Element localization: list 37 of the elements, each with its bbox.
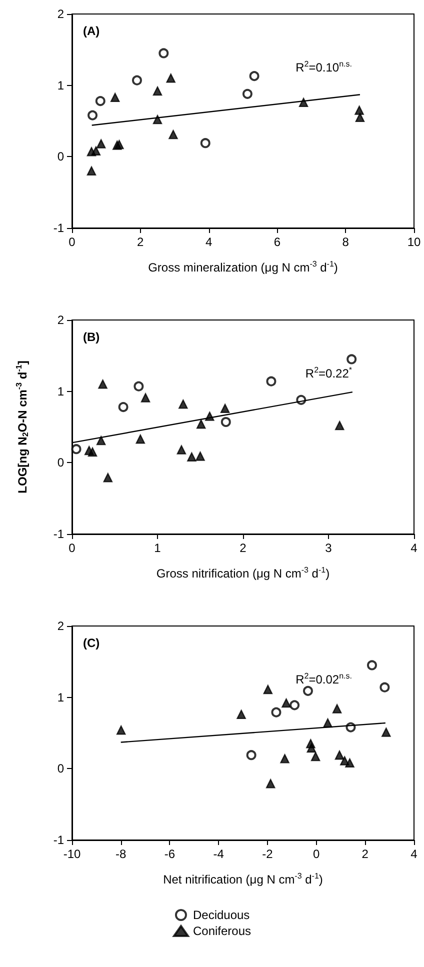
y-tick-label: 1 [57, 690, 64, 704]
x-tick-label: 4 [410, 847, 418, 861]
x-tick-label: 0 [68, 235, 76, 249]
y-tick-label: -1 [53, 221, 64, 235]
x-tick-label: 4 [205, 235, 212, 249]
text: (C) [83, 636, 100, 650]
legend-label: Deciduous [192, 908, 250, 922]
legend-label: Coniferous [192, 924, 252, 938]
x-tick-label: 1 [154, 541, 162, 555]
x-tick-label: 4 [410, 541, 418, 555]
y-tick-label: 1 [57, 384, 64, 398]
x-tick-label: -2 [262, 847, 274, 861]
x-tick-label: 8 [342, 235, 350, 249]
x-tick-label: 2 [240, 541, 247, 555]
x-tick-label: 0 [68, 541, 76, 555]
y-tick-label: -1 [53, 527, 64, 541]
x-tick-label: 3 [325, 541, 332, 555]
y-tick-label: 0 [57, 456, 64, 470]
x-tick-label: -10 [63, 847, 81, 861]
x-tick-label: -8 [116, 847, 127, 861]
x-tick-label: -6 [164, 847, 176, 861]
x-tick-label: 2 [137, 235, 144, 249]
text: (B) [83, 330, 100, 344]
y-tick-label: 2 [57, 7, 64, 21]
x-tick-label: 6 [274, 235, 281, 249]
x-tick-label: 10 [407, 235, 421, 249]
x-tick-label: 0 [312, 847, 320, 861]
y-tick-label: 1 [57, 78, 64, 92]
x-tick-label: 2 [362, 847, 369, 861]
y-tick-label: 0 [57, 150, 64, 164]
y-tick-label: 2 [57, 313, 64, 327]
y-axis-title: LOG[ng N2O-N cm-3 d-1] [14, 360, 30, 494]
y-tick-label: -1 [53, 833, 64, 847]
x-tick-label: -4 [213, 847, 224, 861]
y-tick-label: 0 [57, 762, 64, 776]
text: (A) [83, 24, 100, 38]
y-tick-label: 2 [57, 619, 64, 633]
